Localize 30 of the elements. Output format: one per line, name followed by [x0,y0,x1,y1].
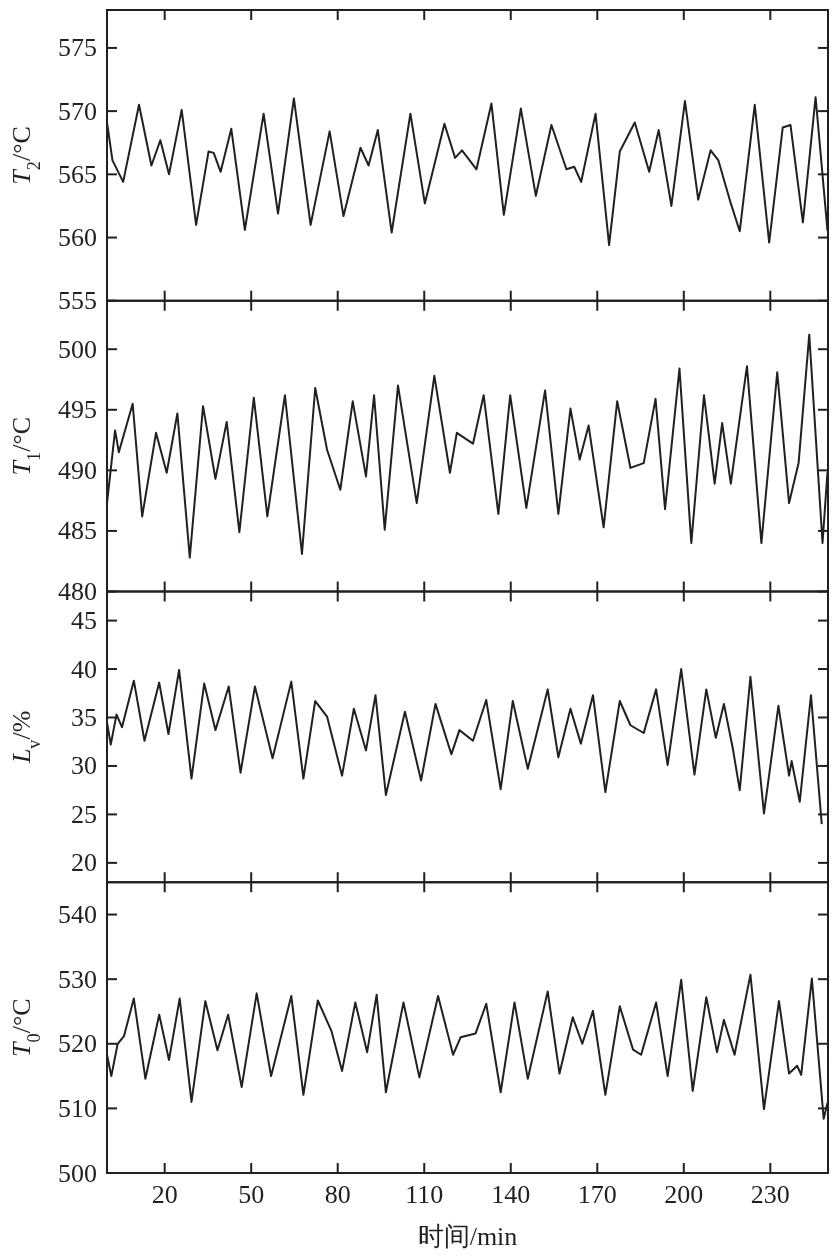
y-tick-label: 500 [58,1158,97,1188]
y-tick-label: 510 [58,1093,97,1123]
y-tick-label: 570 [58,96,97,126]
y-tick-label: 30 [71,751,97,781]
x-tick-label: 20 [151,1180,178,1209]
x-tick-label: 50 [238,1180,265,1209]
y-tick-label: 485 [58,516,97,546]
y-tick-label: 520 [58,1029,97,1059]
x-tick-label: 230 [750,1180,790,1209]
y-tick-label: 555 [58,286,97,316]
y-tick-label: 20 [71,848,97,878]
x-tick-label: 110 [405,1180,444,1209]
y-tick-label: 35 [71,702,97,732]
x-tick-label: 140 [491,1180,531,1209]
y-tick-label: 480 [58,577,97,606]
y-tick-label: 560 [58,223,97,253]
y-tick-label: 495 [58,395,97,425]
y-tick-label: 500 [58,334,97,364]
x-tick-label: 170 [577,1180,617,1209]
y-tick-label: 575 [58,33,97,63]
y-tick-label: 25 [71,799,97,829]
y-tick-label: 490 [58,455,97,485]
y-tick-label: 565 [58,159,97,189]
y-tick-label: 540 [58,900,97,930]
x-axis-title: 时间/min [417,1222,518,1251]
x-tick-label: 200 [664,1180,704,1209]
y-tick-label: 530 [58,964,97,994]
y-tick-label: 40 [71,654,97,684]
x-tick-label: 80 [324,1180,351,1209]
y-tick-label: 45 [71,606,97,636]
